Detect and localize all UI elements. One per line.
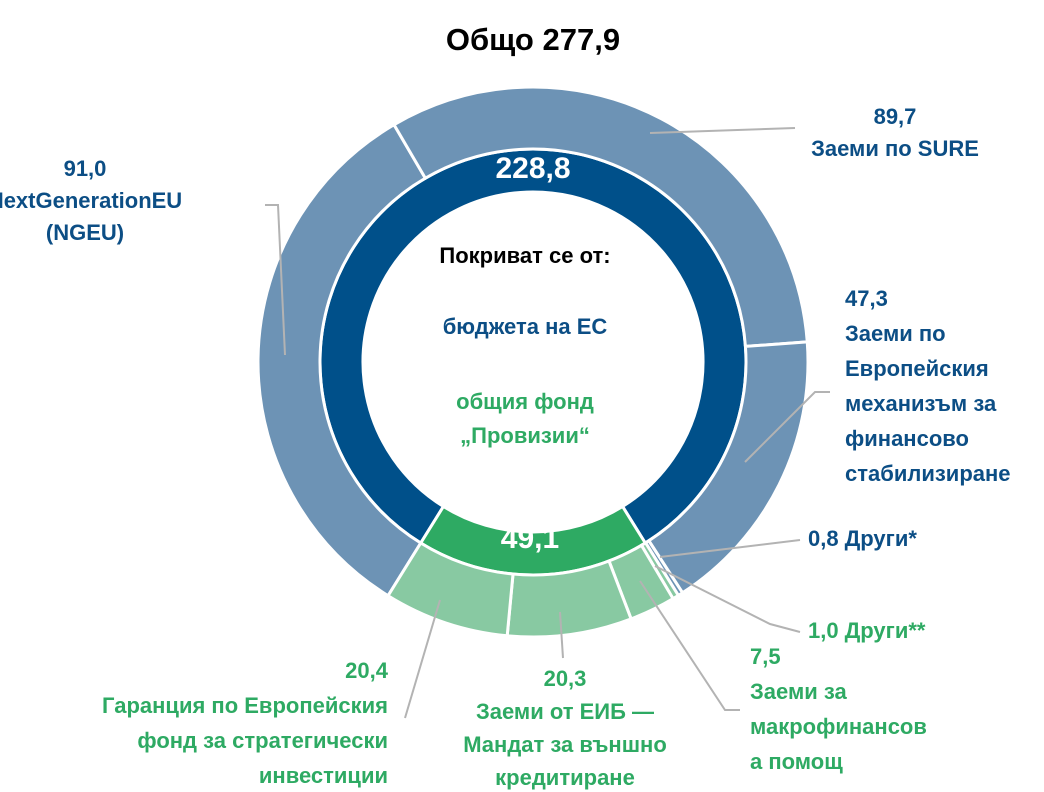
leader-line [559,611,564,659]
leader-line [649,127,796,134]
center-text: Покриват се от: [439,243,610,268]
value-label: 20,3 [544,666,587,691]
leader-line [639,580,740,711]
center-text: общия фонд [456,389,594,414]
segment-name: Други* [845,526,918,551]
segment-name: Мандат за външно [463,732,667,757]
leader-line [744,391,830,463]
center-text: бюджета на ЕС [443,314,608,339]
outer-label: 0,8 Други* [808,526,917,551]
segment-name: Заеми от ЕИБ — [476,699,654,724]
segment-name: Гаранция по Европейския [102,693,388,718]
segment-name: стабилизиране [845,461,1011,486]
value-label: 20,4 [345,658,389,683]
value-label: 89,7 [874,104,917,129]
segment-name: инвестиции [259,763,388,788]
segment-name: фонд за стратегически [137,728,388,753]
segment-name: Заеми по SURE [811,136,979,161]
segment-name: Заеми по [845,321,946,346]
outer-segment [386,540,515,638]
chart-title: Общо 277,9 [446,22,620,57]
segment-name: финансово [845,426,969,451]
segment-name: Заеми за [750,679,848,704]
value-label: 0,8 [808,526,839,551]
segment-name: Европейския [845,356,989,381]
value-label: 47,3 [845,286,888,311]
value-label: 1,0 [808,618,839,643]
center-text: „Провизии“ [460,423,590,448]
rings [256,85,810,639]
segment-name: (NGEU) [46,220,124,245]
leader-line [404,599,441,719]
leader-line [265,204,286,356]
inner-value-label: 228,8 [495,152,570,185]
value-label: 7,5 [750,644,781,669]
segment-name: Други** [845,618,926,643]
labels: 228,8 49,1 91,0 NextGenerationEU (NGEU) 89,7 З… [0,104,1011,790]
leader-line [659,539,801,558]
segment-name: а помощ [750,749,843,774]
segment-name: механизъм за [845,391,997,416]
segment-name: кредитиране [495,765,635,790]
segment-name: NextGenerationEU [0,188,182,213]
inner-value-label: 49,1 [501,522,559,555]
leader-line [654,565,801,633]
outer-segment [391,85,809,349]
segment-name: макрофинансов [750,714,927,739]
value-label: 91,0 [64,156,107,181]
outer-label: 1,0 Други** [808,618,926,643]
